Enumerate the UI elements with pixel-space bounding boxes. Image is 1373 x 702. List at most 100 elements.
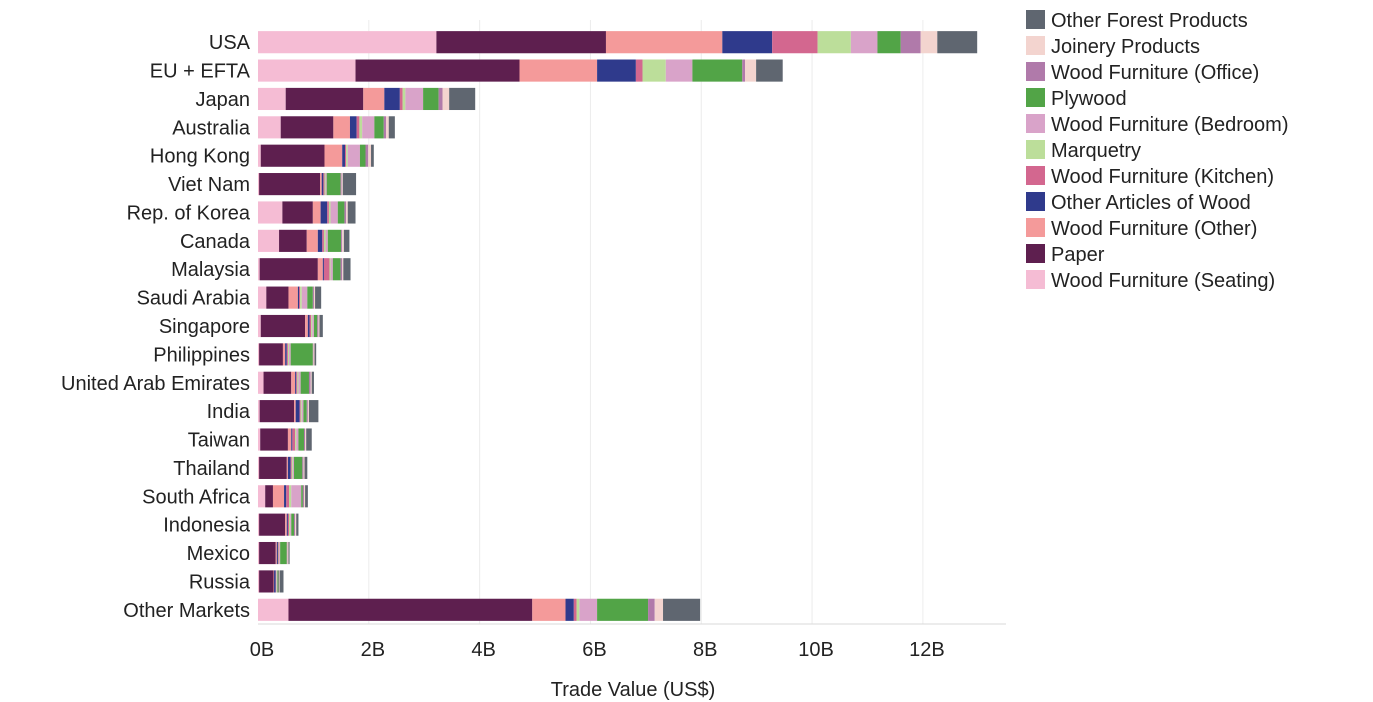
bar-segment-wood-furniture-kitchen <box>275 570 277 593</box>
bar-segment-wood-furniture-office <box>278 570 280 593</box>
bar-segment-wood-furniture-seating <box>258 258 260 281</box>
bar-segment-wood-furniture-seating <box>258 286 267 309</box>
category-label: Australia <box>172 117 251 139</box>
bar-segment-paper <box>279 229 307 252</box>
legend-swatch <box>1026 270 1045 289</box>
category-label: Indonesia <box>163 515 251 537</box>
bar-segment-plywood <box>301 485 303 508</box>
bar-segment-marquetry <box>295 428 297 451</box>
bar-segment-other-articles-of-wood <box>285 343 287 366</box>
bar-segment-wood-furniture-office <box>317 314 319 338</box>
bar-segment-wood-furniture-kitchen <box>290 456 292 479</box>
bar-segment-wood-furniture-other <box>605 31 723 54</box>
bar-segment-wood-furniture-office <box>742 59 746 82</box>
bar-segment-wood-furniture-other <box>320 173 322 196</box>
bar-segment-other-articles-of-wood <box>722 31 773 54</box>
bar-segment-wood-furniture-kitchen <box>309 314 312 338</box>
legend-label: Other Articles of Wood <box>1051 192 1251 214</box>
legend-label: Wood Furniture (Bedroom) <box>1051 114 1289 136</box>
bar-segment-wood-furniture-other <box>288 286 298 309</box>
bar-segment-wood-furniture-other <box>286 456 288 479</box>
bar-segment-wood-furniture-bedroom <box>276 570 278 593</box>
bar-segment-wood-furniture-kitchen <box>286 343 288 366</box>
bar-segment-paper <box>259 513 286 536</box>
bar-segment-paper <box>259 570 274 593</box>
bar-segment-other-forest-products <box>663 598 701 621</box>
bar-segment-plywood <box>291 513 295 536</box>
bar-segment-paper <box>285 87 364 111</box>
bar-segment-other-forest-products <box>311 371 314 394</box>
legend-swatch <box>1026 10 1045 29</box>
x-axis-title: Trade Value (US$) <box>551 679 716 701</box>
bar-segment-joinery-products <box>346 201 348 224</box>
bar-segment-marquetry <box>359 116 363 139</box>
category-label: Thailand <box>173 458 250 480</box>
bar-segment-joinery-products <box>368 144 372 167</box>
bar-segment-plywood <box>313 314 318 338</box>
bar-segment-wood-furniture-kitchen <box>323 173 325 196</box>
bar-segment-marquetry <box>402 87 406 111</box>
category-label: Singapore <box>159 316 250 338</box>
legend-label: Wood Furniture (Kitchen) <box>1051 166 1274 188</box>
bar-segment-other-forest-products <box>288 541 290 565</box>
bar-segment-marquetry <box>576 598 580 621</box>
bar-segment-wood-furniture-other <box>317 258 323 281</box>
bar-segment-plywood <box>326 173 341 196</box>
bar-segment-wood-furniture-office <box>340 173 342 196</box>
bar-segment-wood-furniture-other <box>312 201 321 224</box>
bar-segment-marquetry <box>329 258 331 281</box>
bar-segment-paper <box>282 201 313 224</box>
bar-segment-joinery-products <box>342 229 344 252</box>
bar-segment-plywood <box>307 286 313 309</box>
bar-segment-other-articles-of-wood <box>307 314 310 338</box>
bar-segment-other-forest-products <box>347 201 356 224</box>
bar-segment-other-articles-of-wood <box>322 258 324 281</box>
bar-segment-plywood <box>692 59 743 82</box>
x-tick-label: 6B <box>582 639 606 661</box>
bar-segment-other-forest-products <box>756 59 783 82</box>
bar-segment-wood-furniture-office <box>438 87 443 111</box>
bar-segment-wood-furniture-bedroom <box>289 343 291 366</box>
bar-segment-paper <box>259 400 295 423</box>
bar-segment-wood-furniture-other <box>306 229 318 252</box>
bar-segment-other-articles-of-wood <box>317 229 323 252</box>
bar-segment-wood-furniture-seating <box>258 116 281 139</box>
bar-segment-wood-furniture-other <box>272 485 285 508</box>
x-tick-label: 12B <box>909 639 945 661</box>
bar-segment-wood-furniture-kitchen <box>322 229 324 252</box>
bar-segment-wood-furniture-kitchen <box>327 201 329 224</box>
bar-segment-wood-furniture-office <box>340 258 343 281</box>
bar-segment-plywood <box>277 570 279 593</box>
x-tick-label: 8B <box>693 639 717 661</box>
category-label: India <box>207 401 251 423</box>
bar-segment-joinery-products <box>295 513 297 536</box>
bar-segment-wood-furniture-bedroom <box>330 258 333 281</box>
bar-segment-wood-furniture-seating <box>258 541 260 565</box>
bar-segment-wood-furniture-seating <box>258 201 283 224</box>
bar-segment-wood-furniture-other <box>324 144 343 167</box>
x-tick-label: 4B <box>471 639 495 661</box>
bar-segment-marquetry <box>328 201 331 224</box>
bar-segment-wood-furniture-bedroom <box>296 428 299 451</box>
bar-segment-marquetry <box>276 570 277 593</box>
bar-segment-paper <box>280 116 334 139</box>
bar-segment-wood-furniture-seating <box>258 485 266 508</box>
bar-segment-wood-furniture-kitchen <box>292 428 296 451</box>
bar-segment-wood-furniture-bedroom <box>291 485 302 508</box>
bar-segment-wood-furniture-seating <box>258 173 260 196</box>
bar-segment-wood-furniture-seating <box>258 229 280 252</box>
bar-segment-other-forest-products <box>279 570 284 593</box>
x-tick-label: 2B <box>361 639 385 661</box>
bar-segment-wood-furniture-bedroom <box>292 456 295 479</box>
bar-segment-wood-furniture-kitchen <box>299 286 301 309</box>
bar-segment-joinery-products <box>318 314 320 338</box>
category-label: Rep. of Korea <box>127 202 251 224</box>
bar-segment-wood-furniture-office <box>308 371 311 394</box>
bar-segment-wood-furniture-other <box>273 570 275 593</box>
bar-segment-wood-furniture-other <box>287 428 292 451</box>
bar-segment-joinery-products <box>279 570 280 593</box>
bar-segment-paper <box>259 173 321 196</box>
bar-segment-wood-furniture-seating <box>258 513 260 536</box>
bar-segment-other-forest-products <box>319 314 323 338</box>
